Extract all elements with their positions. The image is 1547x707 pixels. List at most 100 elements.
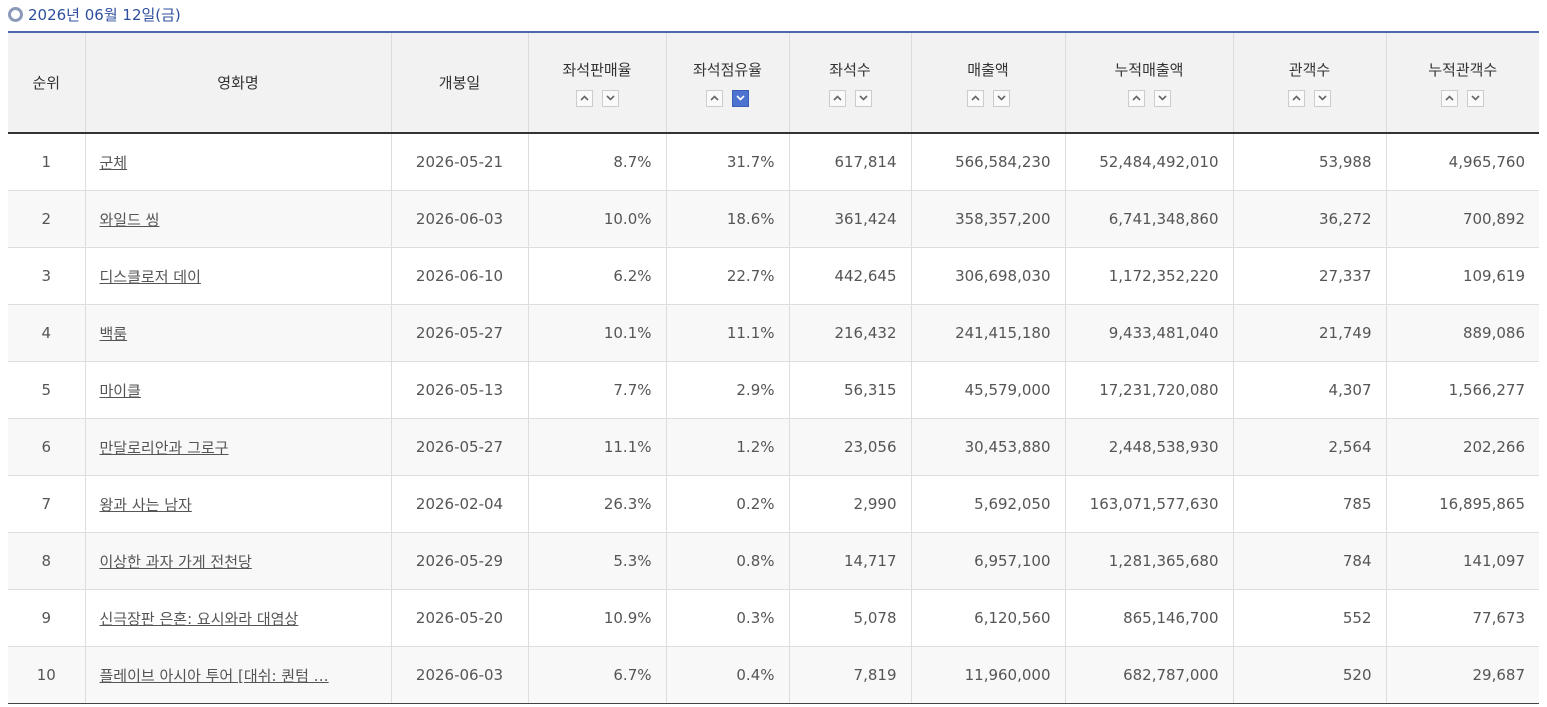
table-cell: 52,484,492,010 xyxy=(1064,133,1233,191)
cell-text: 5,078 xyxy=(853,609,897,627)
cell-text: 2,448,538,930 xyxy=(1108,438,1219,456)
header-row: 순위 영화명 개봉일 좌석판매율 좌석점유율 좌석수 매출액 누적매출액 관객수 누적관객수 xyxy=(8,32,1539,133)
movie-row: 4 백룸 2026-05-27 10.1% 11.1% 216,432 241,415,18… xyxy=(8,304,1539,362)
cell-text: 6,120,560 xyxy=(974,609,1051,627)
table-cell: 784 xyxy=(1232,532,1386,590)
cell-text: 358,357,200 xyxy=(955,210,1051,228)
cell-text: 241,415,180 xyxy=(955,324,1051,342)
sort-asc-button[interactable] xyxy=(706,89,723,107)
column-header: 영화명 xyxy=(84,32,391,133)
sort-desc-button[interactable] xyxy=(1153,89,1171,107)
column-header: 관객수 xyxy=(1232,32,1386,133)
cell-text: 8 xyxy=(41,552,52,570)
table-cell: 2026-05-27 xyxy=(390,418,528,476)
movie-title-link[interactable]: 이상한 과자 가게 전천당 xyxy=(99,552,252,571)
table-cell: 216,432 xyxy=(788,304,911,362)
cell-text: 889,086 xyxy=(1462,324,1525,342)
header-label: 개봉일 xyxy=(438,74,481,92)
column-header: 누적관객수 xyxy=(1385,32,1539,133)
table-cell: 2.9% xyxy=(665,361,789,419)
cell-text: 5,692,050 xyxy=(974,495,1051,513)
movie-title-link[interactable]: 만달로리안과 그로구 xyxy=(99,438,229,457)
sort-asc-button[interactable] xyxy=(828,89,846,107)
column-header: 좌석수 xyxy=(788,32,911,133)
sort-desc-button[interactable] xyxy=(1467,89,1485,107)
sort-asc-button[interactable] xyxy=(1441,89,1459,107)
table-cell: 11,960,000 xyxy=(910,646,1065,704)
table-cell: 27,337 xyxy=(1232,247,1386,305)
sort-desc-button[interactable] xyxy=(854,89,872,107)
table-cell: 6,957,100 xyxy=(910,532,1065,590)
table-cell: 29,687 xyxy=(1385,646,1539,704)
cell-text: 29,687 xyxy=(1472,666,1526,684)
table-cell: 0.8% xyxy=(665,532,789,590)
movie-title-link[interactable]: 왕과 사는 남자 xyxy=(99,495,192,514)
table-cell: 5,692,050 xyxy=(910,475,1065,533)
table-cell: 2026-05-29 xyxy=(390,532,528,590)
cell-text: 45,579,000 xyxy=(964,381,1051,399)
column-header: 좌석점유율 xyxy=(665,32,789,133)
table-cell: 2026-06-10 xyxy=(390,247,528,305)
table-cell: 1 xyxy=(8,133,85,191)
cell-text: 2026-02-04 xyxy=(415,495,504,513)
sort-asc-button[interactable] xyxy=(966,89,984,107)
cell-text: 17,231,720,080 xyxy=(1099,381,1219,399)
cell-text: 0.4% xyxy=(736,666,775,684)
table-cell: 4,307 xyxy=(1232,361,1386,419)
movie-row: 6 만달로리안과 그로구 2026-05-27 11.1% 1.2% 23,056 30,4… xyxy=(8,418,1539,476)
cell-text: 7.7% xyxy=(613,381,652,399)
movie-title-link[interactable]: 플레이브 아시아 투어 [대쉬: 퀀텀 … xyxy=(99,666,329,685)
cell-text: 0.2% xyxy=(736,495,775,513)
column-header: 매출액 xyxy=(910,32,1065,133)
cell-text: 56,315 xyxy=(844,381,897,399)
sort-desc-button[interactable] xyxy=(992,89,1010,107)
movie-row: 7 왕과 사는 남자 2026-02-04 26.3% 0.2% 2,990 5,692,0… xyxy=(8,475,1539,533)
column-header: 개봉일 xyxy=(390,32,528,133)
table-cell: 53,988 xyxy=(1232,133,1386,191)
movie-row: 1 군체 2026-05-21 8.7% 31.7% 617,814 566,584,230… xyxy=(8,133,1539,191)
header-label: 좌석점유율 xyxy=(692,60,762,79)
table-cell: 2026-05-27 xyxy=(390,304,528,362)
cell-text: 8.7% xyxy=(613,153,652,171)
cell-text: 11.1% xyxy=(603,438,652,456)
cell-text: 306,698,030 xyxy=(955,267,1051,285)
cell-text: 10.1% xyxy=(603,324,652,342)
table-cell: 77,673 xyxy=(1385,589,1539,647)
movie-title-link[interactable]: 디스클로저 데이 xyxy=(99,267,201,286)
table-cell: 358,357,200 xyxy=(910,190,1065,248)
table-cell: 6 xyxy=(8,418,85,476)
table-cell: 0.2% xyxy=(665,475,789,533)
table-cell: 1,566,277 xyxy=(1385,361,1539,419)
table-cell: 왕과 사는 남자 xyxy=(84,475,391,533)
movie-title-link[interactable]: 백룸 xyxy=(99,324,128,343)
sort-asc-button[interactable] xyxy=(575,89,593,107)
cell-text: 552 xyxy=(1342,609,1372,627)
table-cell: 6,120,560 xyxy=(910,589,1065,647)
sort-desc-button[interactable] xyxy=(601,89,619,107)
sort-asc-button[interactable] xyxy=(1288,89,1305,107)
table-cell: 36,272 xyxy=(1232,190,1386,248)
movie-title-link[interactable]: 군체 xyxy=(99,153,128,172)
cell-text: 1,566,277 xyxy=(1448,381,1525,399)
table-cell: 백룸 xyxy=(84,304,391,362)
cell-text: 2026-06-03 xyxy=(415,210,504,228)
movie-title-link[interactable]: 마이클 xyxy=(99,381,141,400)
table-cell: 2,564 xyxy=(1232,418,1386,476)
table-cell: 7,819 xyxy=(788,646,911,704)
table-cell: 11.1% xyxy=(665,304,789,362)
cell-text: 52,484,492,010 xyxy=(1099,153,1219,171)
sort-desc-button[interactable] xyxy=(732,89,749,107)
sort-desc-button[interactable] xyxy=(1314,89,1331,107)
cell-text: 520 xyxy=(1342,666,1372,684)
table-cell: 8 xyxy=(8,532,85,590)
table-cell: 0.4% xyxy=(665,646,789,704)
movie-title-link[interactable]: 와일드 씽 xyxy=(99,210,160,229)
movie-title-link[interactable]: 신극장판 은혼: 요시와라 대염상 xyxy=(99,609,299,628)
sort-asc-button[interactable] xyxy=(1127,89,1145,107)
table-cell: 682,787,000 xyxy=(1064,646,1233,704)
cell-text: 865,146,700 xyxy=(1123,609,1219,627)
cell-text: 26.3% xyxy=(603,495,652,513)
header-label: 누적매출액 xyxy=(1114,60,1184,79)
cell-text: 23,056 xyxy=(844,438,897,456)
